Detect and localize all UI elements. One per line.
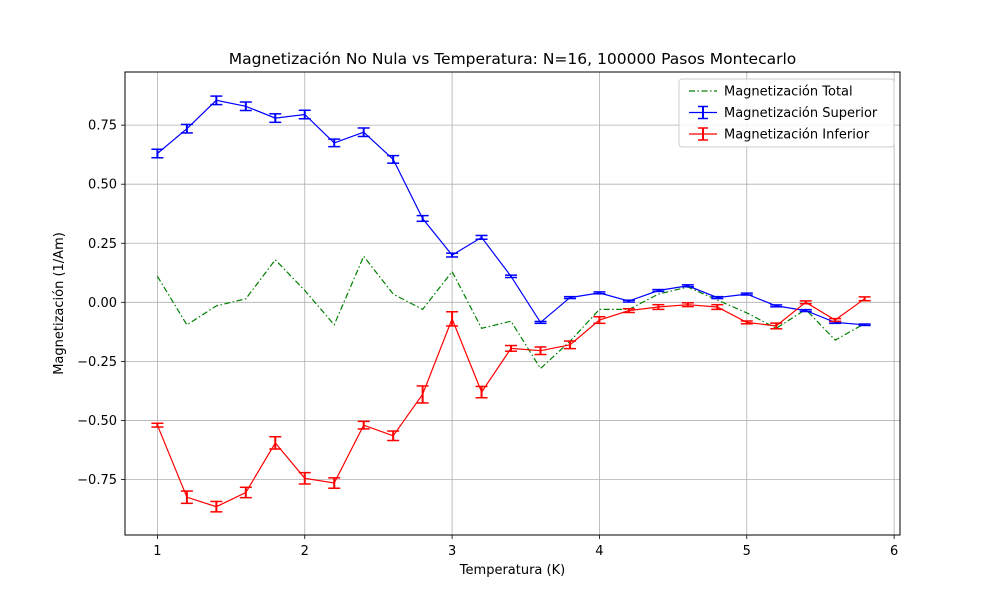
legend: Magnetización Total Magnetización Superio… [678,78,895,148]
errorbar-magnetizacion-inferior [652,303,665,311]
errorbar-magnetizacion-superior [563,295,576,300]
errorbar-magnetizacion-inferior [180,490,193,505]
errorbar-magnetizacion-inferior [593,315,606,325]
errorbar-magnetizacion-superior [180,123,193,134]
errorbar-magnetizacion-superior [799,308,812,313]
legend-label: Magnetización Superior [724,106,878,121]
errorbar-magnetizacion-superior [210,95,223,106]
x-tick-label: 4 [595,544,603,559]
series-magnetizacion-inferior [151,296,871,513]
errorbar-magnetizacion-inferior [357,420,370,430]
errorbar-magnetizacion-inferior [563,340,576,350]
errorbar-magnetizacion-inferior [298,471,311,485]
legend-entry: Magnetización Superior [689,105,878,121]
grid [125,72,900,535]
errorbar-magnetizacion-inferior [446,311,459,327]
x-tick-label: 1 [153,544,161,559]
errorbar-magnetizacion-superior [593,291,606,295]
errorbar-magnetizacion-superior [239,101,252,112]
y-tick-label: −0.50 [77,414,117,429]
errorbar-magnetizacion-superior [387,154,400,164]
ticks: 1 2 3 4 5 6 −0.75 −0.50 −0.25 0.00 0.25 0.50 0.75 [77,119,898,559]
y-tick-label: −0.75 [77,473,117,488]
legend-entries: Magnetización Total Magnetización Superio… [689,85,878,143]
y-tick-label: 0.75 [88,119,117,134]
errorbar-magnetizacion-inferior [387,430,400,442]
legend-label: Magnetización Total [724,85,853,100]
legend-label: Magnetización Inferior [724,128,870,143]
x-tick-label: 6 [890,544,898,559]
series-line-magnetizacion-total [156,255,865,370]
errorbar-magnetizacion-superior [328,138,341,148]
errorbar-magnetizacion-superior [298,109,311,120]
errorbar-magnetizacion-superior [269,113,282,124]
y-tick-label: 0.25 [88,237,117,252]
errorbar-magnetizacion-superior [505,274,518,279]
chart-title: Magnetización No Nula vs Temperatura: N=… [229,50,797,68]
y-axis-label: Magnetización (1/Am) [52,232,67,375]
errorbar-magnetizacion-inferior [799,300,812,305]
errorbar-magnetizacion-inferior [269,435,282,450]
x-tick-label: 3 [448,544,456,559]
series-layer [151,95,871,513]
errorbar-magnetizacion-inferior [534,346,547,356]
errorbar-magnetizacion-superior [770,304,783,308]
series-magnetizacion-superior [151,95,871,327]
y-tick-label: 0.00 [88,296,117,311]
x-tick-label: 5 [743,544,751,559]
errorbar-magnetizacion-superior [151,148,164,159]
legend-entry: Magnetización Total [689,85,853,100]
x-axis-label: Temperatura (K) [459,563,565,578]
y-tick-label: −0.25 [77,355,117,370]
errorbar-magnetizacion-inferior [328,477,341,489]
y-tick-label: 0.50 [88,178,117,193]
errorbar-magnetizacion-superior [357,127,370,138]
legend-box [678,78,895,148]
errorbar-magnetizacion-inferior [210,500,223,513]
errorbar-magnetizacion-superior [858,323,871,327]
errorbar-magnetizacion-inferior [770,322,783,330]
errorbar-magnetizacion-superior [446,252,459,258]
series-magnetizacion-total [156,255,865,370]
errorbar-magnetizacion-superior [416,214,429,223]
errorbar-magnetizacion-inferior [681,302,694,308]
errorbar-magnetizacion-superior [681,284,694,288]
errorbar-magnetizacion-superior [534,320,547,325]
errorbar-magnetizacion-superior [622,299,635,303]
errorbar-magnetizacion-inferior [239,486,252,499]
errorbar-magnetizacion-inferior [740,320,753,325]
plot-frame [124,71,901,536]
errorbar-magnetizacion-superior [740,292,753,296]
errorbar-magnetizacion-inferior [711,303,724,311]
errorbar-magnetizacion-inferior [622,307,635,314]
errorbar-magnetizacion-inferior [475,385,488,399]
legend-entry: Magnetización Inferior [689,127,870,143]
errorbar-magnetizacion-inferior [505,344,518,352]
errorbar-magnetizacion-inferior [151,422,164,428]
errorbar-magnetizacion-inferior [829,317,842,323]
x-tick-label: 2 [301,544,309,559]
errorbar-magnetizacion-superior [711,295,724,300]
errorbar-magnetizacion-inferior [416,385,429,404]
errorbar-magnetizacion-superior [652,288,665,293]
errorbar-magnetizacion-inferior [858,296,871,302]
errorbar-magnetizacion-superior [475,234,488,240]
